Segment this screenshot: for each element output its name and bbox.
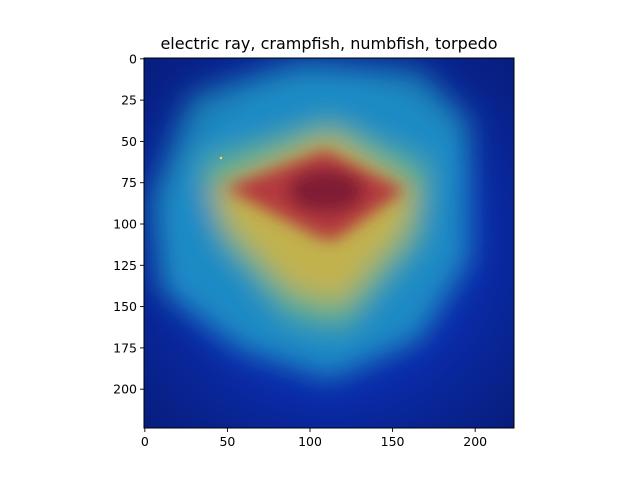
heatmap-vignette	[144, 58, 514, 428]
x-tick-label: 0	[141, 434, 149, 449]
y-tick-label: 25	[121, 93, 137, 108]
y-tick-label: 200	[113, 382, 137, 397]
chart-title: electric ray, crampfish, numbfish, torpe…	[160, 34, 497, 53]
x-tick-label: 50	[219, 434, 235, 449]
y-tick-label: 150	[113, 299, 137, 314]
y-tick-label: 175	[113, 340, 137, 355]
y-axis: 0 25 50 75 100 125 150 175 200	[113, 51, 144, 397]
highlight-dot	[219, 156, 223, 160]
y-tick-label: 125	[113, 258, 137, 273]
y-tick-label: 75	[121, 175, 137, 190]
y-tick-label: 0	[129, 51, 137, 66]
x-tick-label: 100	[298, 434, 322, 449]
plot-frame	[143, 57, 515, 429]
y-tick-label: 50	[121, 134, 137, 149]
y-tick-label: 100	[113, 217, 137, 232]
heatmap-image	[144, 58, 514, 428]
x-tick-label: 150	[381, 434, 405, 449]
x-tick-label: 200	[463, 434, 487, 449]
x-axis: 0 50 100 150 200	[141, 428, 487, 449]
